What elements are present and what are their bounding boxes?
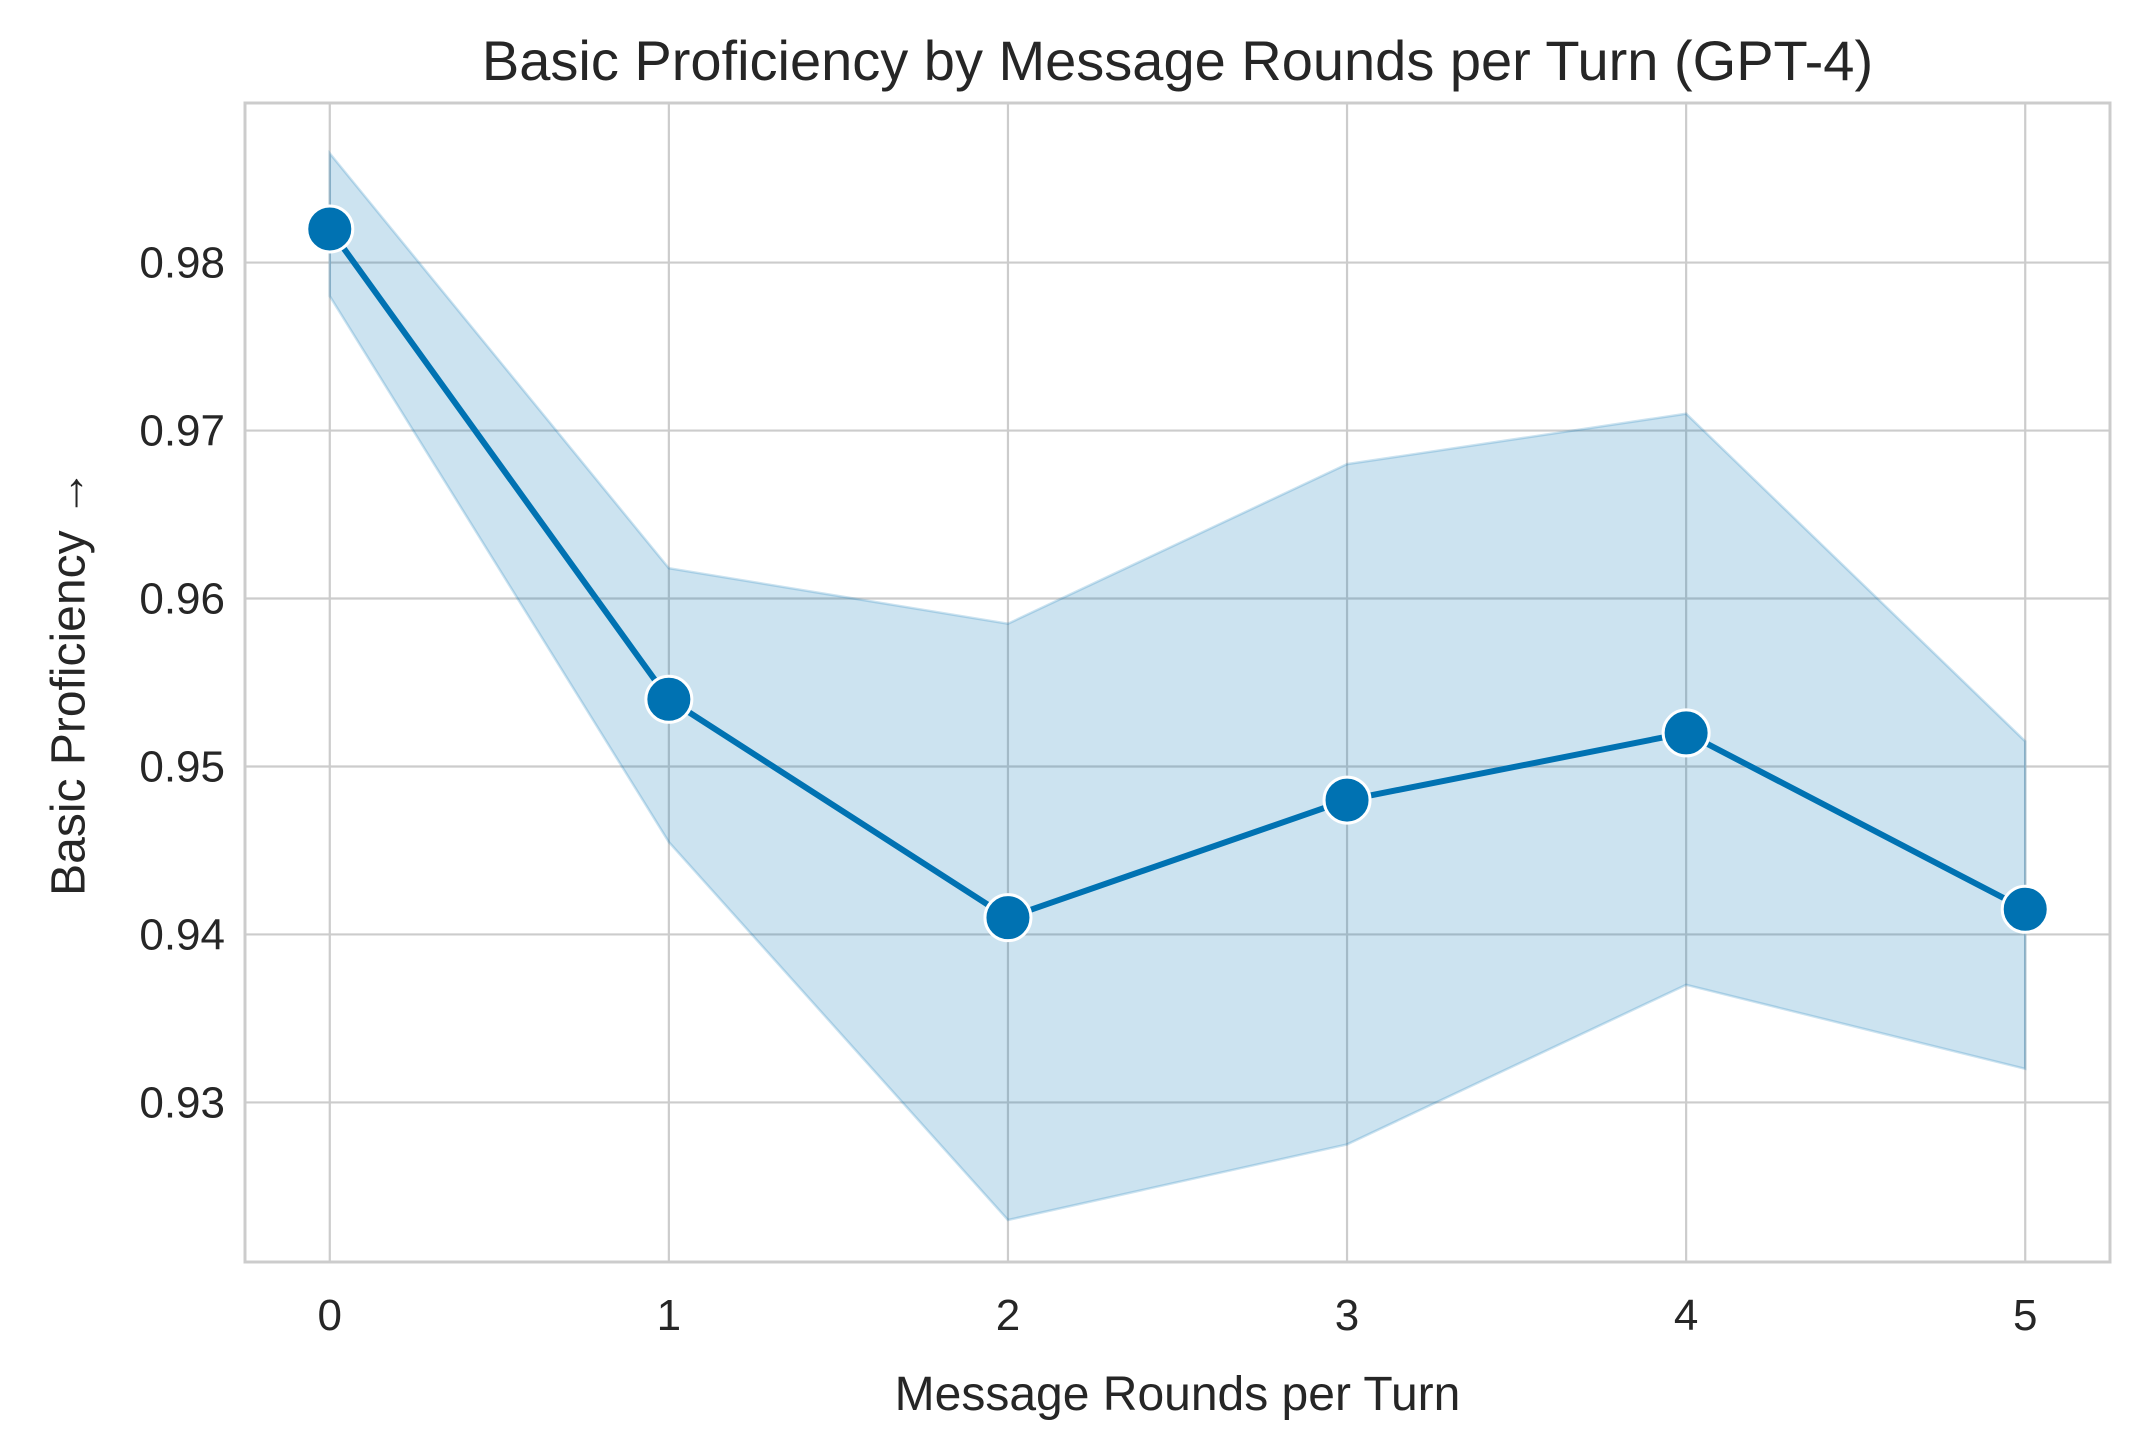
markers-layer: [305, 204, 2050, 943]
confidence-band-layer: [328, 149, 2027, 1222]
x-axis-label: Message Rounds per Turn: [895, 1368, 1461, 1421]
x-tick-label: 1: [657, 1291, 681, 1340]
y-tick-label: 0.93: [139, 1078, 225, 1127]
x-tick-label: 5: [2013, 1291, 2037, 1340]
data-point: [2000, 884, 2050, 934]
data-point: [1661, 708, 1711, 758]
y-tick-label: 0.96: [139, 575, 225, 624]
series-line: [326, 225, 2029, 921]
data-point: [1322, 775, 1372, 825]
x-tick-label: 3: [1335, 1291, 1359, 1340]
x-tick-label: 0: [318, 1291, 342, 1340]
plot-frame: [243, 101, 2112, 1264]
series-line-layer: [326, 225, 2029, 921]
gridlines: [245, 103, 2110, 1262]
chart-title: Basic Proficiency by Message Rounds per …: [482, 29, 1873, 92]
y-tick-label: 0.94: [139, 910, 225, 959]
data-point: [983, 893, 1033, 943]
y-axis-label: Basic Proficiency →: [43, 469, 96, 896]
data-point: [644, 674, 694, 724]
y-tick-label: 0.98: [139, 239, 225, 288]
tick-labels: 0 1 2 3 4 5 0.93 0.94 0.95 0.96 0.97 0.98: [139, 239, 2037, 1340]
x-tick-label: 2: [996, 1291, 1020, 1340]
y-tick-label: 0.95: [139, 742, 225, 791]
data-point: [305, 204, 355, 254]
confidence-band: [328, 149, 2027, 1222]
x-tick-label: 4: [1674, 1291, 1698, 1340]
y-tick-label: 0.97: [139, 407, 225, 456]
